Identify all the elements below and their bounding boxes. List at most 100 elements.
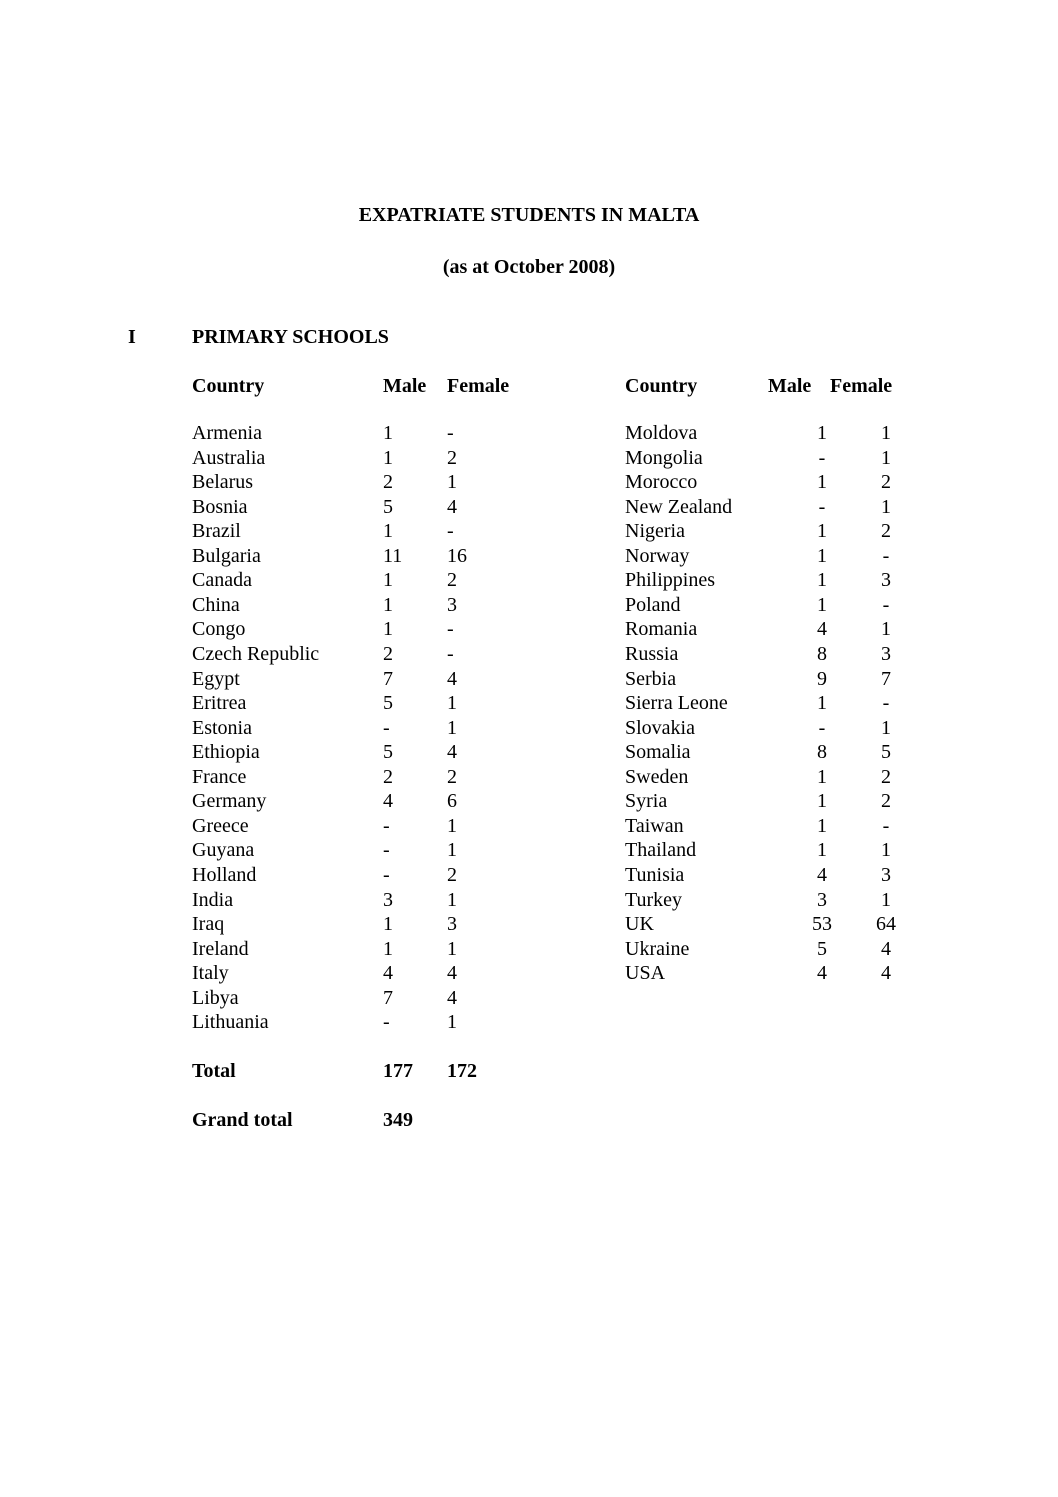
row-male: 2 bbox=[383, 471, 393, 494]
row-country: Bulgaria bbox=[192, 544, 261, 567]
row-male: 53 bbox=[812, 913, 832, 935]
row-male: 1 bbox=[817, 520, 827, 543]
row-male: 1 bbox=[383, 593, 393, 616]
row-male: 1 bbox=[817, 422, 827, 444]
left-header-country: Country bbox=[192, 375, 265, 397]
row-country: Eritrea bbox=[192, 692, 247, 714]
row-country: Brazil bbox=[192, 520, 241, 543]
row-male: 9 bbox=[817, 667, 827, 690]
row-male: 2 bbox=[383, 643, 393, 665]
row-country: Guyana bbox=[192, 839, 255, 862]
row-female: 4 bbox=[447, 495, 457, 518]
row-female: 64 bbox=[876, 913, 896, 935]
row-male: 1 bbox=[383, 937, 393, 960]
total-female: 172 bbox=[447, 1060, 477, 1082]
row-female: 4 bbox=[881, 962, 891, 985]
row-country: Philippines bbox=[625, 569, 716, 592]
row-country: Sierra Leone bbox=[625, 692, 728, 714]
row-female: 2 bbox=[447, 765, 457, 788]
row-female: 2 bbox=[881, 471, 891, 494]
row-country: Libya bbox=[192, 986, 239, 1009]
row-male: - bbox=[383, 1011, 390, 1034]
row-male: 1 bbox=[383, 520, 393, 543]
row-female: - bbox=[882, 692, 890, 714]
row-country: Morocco bbox=[625, 471, 698, 494]
row-female: 2 bbox=[881, 790, 891, 813]
row-female: 1 bbox=[447, 1011, 457, 1034]
row-female: 4 bbox=[447, 667, 457, 690]
left-header-male: Male bbox=[383, 375, 427, 397]
document-subtitle: (as at October 2008) bbox=[442, 256, 616, 278]
row-female: 1 bbox=[447, 839, 457, 862]
row-female: 1 bbox=[881, 422, 891, 444]
row-male: 1 bbox=[383, 422, 393, 444]
row-male: 1 bbox=[817, 544, 827, 567]
row-male: 5 bbox=[817, 937, 827, 960]
row-country: Thailand bbox=[625, 839, 697, 862]
row-male: 1 bbox=[817, 765, 827, 788]
row-country: Italy bbox=[192, 962, 229, 985]
row-male: 1 bbox=[817, 569, 827, 592]
row-male: - bbox=[383, 716, 390, 739]
row-country: Germany bbox=[192, 790, 267, 813]
row-country: Nigeria bbox=[625, 520, 685, 543]
right-header-male: Male bbox=[768, 375, 812, 397]
row-country: Romania bbox=[625, 618, 698, 641]
row-country: Belarus bbox=[192, 471, 254, 494]
row-female: 16 bbox=[447, 544, 467, 567]
row-female: 1 bbox=[447, 692, 457, 714]
row-male: - bbox=[818, 446, 826, 469]
row-female: 1 bbox=[881, 495, 891, 518]
row-country: Holland bbox=[192, 863, 257, 886]
row-country: Serbia bbox=[625, 667, 677, 690]
row-country: Moldova bbox=[625, 422, 698, 444]
row-country: Norway bbox=[625, 544, 690, 567]
row-country: Syria bbox=[625, 790, 668, 813]
row-male: 5 bbox=[383, 692, 393, 714]
total-male: 177 bbox=[383, 1060, 413, 1082]
section-number: I bbox=[128, 326, 136, 348]
row-female: 4 bbox=[447, 986, 457, 1009]
document-title: EXPATRIATE STUDENTS IN MALTA bbox=[358, 204, 700, 226]
row-country: Iraq bbox=[192, 913, 225, 935]
row-female: 2 bbox=[447, 569, 457, 592]
row-male: 8 bbox=[817, 643, 827, 665]
row-country: Mongolia bbox=[625, 446, 703, 469]
row-male: 1 bbox=[383, 618, 393, 641]
row-female: - bbox=[447, 643, 454, 665]
total-label: Total bbox=[192, 1060, 236, 1082]
row-country: Greece bbox=[192, 814, 249, 837]
row-country: Estonia bbox=[192, 716, 252, 739]
row-country: Australia bbox=[192, 446, 266, 469]
row-male: 1 bbox=[817, 692, 827, 714]
row-country: Czech Republic bbox=[192, 643, 320, 665]
row-female: 2 bbox=[447, 446, 457, 469]
right-header-country: Country bbox=[625, 375, 698, 397]
row-country: UK bbox=[625, 913, 654, 935]
row-female: 6 bbox=[447, 790, 457, 813]
row-female: 1 bbox=[447, 716, 457, 739]
row-female: 3 bbox=[881, 643, 891, 665]
row-male: 1 bbox=[817, 471, 827, 494]
row-country: Bosnia bbox=[192, 495, 248, 518]
row-female: 2 bbox=[447, 863, 457, 886]
row-male: 1 bbox=[383, 913, 393, 935]
row-country: Ireland bbox=[192, 937, 249, 960]
row-country: India bbox=[192, 888, 234, 911]
row-male: - bbox=[818, 495, 826, 518]
row-male: 4 bbox=[817, 962, 827, 985]
row-female: 1 bbox=[447, 814, 457, 837]
row-country: Ethiopia bbox=[192, 741, 260, 764]
row-male: 8 bbox=[817, 741, 827, 764]
row-female: 2 bbox=[881, 765, 891, 788]
row-female: 1 bbox=[447, 471, 457, 494]
row-female: 1 bbox=[881, 618, 891, 641]
row-male: 4 bbox=[817, 863, 827, 886]
row-female: 3 bbox=[447, 593, 457, 616]
row-country: USA bbox=[625, 962, 666, 985]
row-country: France bbox=[192, 765, 247, 788]
row-male: - bbox=[818, 716, 826, 739]
row-female: 2 bbox=[881, 520, 891, 543]
row-country: New Zealand bbox=[625, 495, 733, 518]
grand-total-value: 349 bbox=[383, 1109, 413, 1131]
